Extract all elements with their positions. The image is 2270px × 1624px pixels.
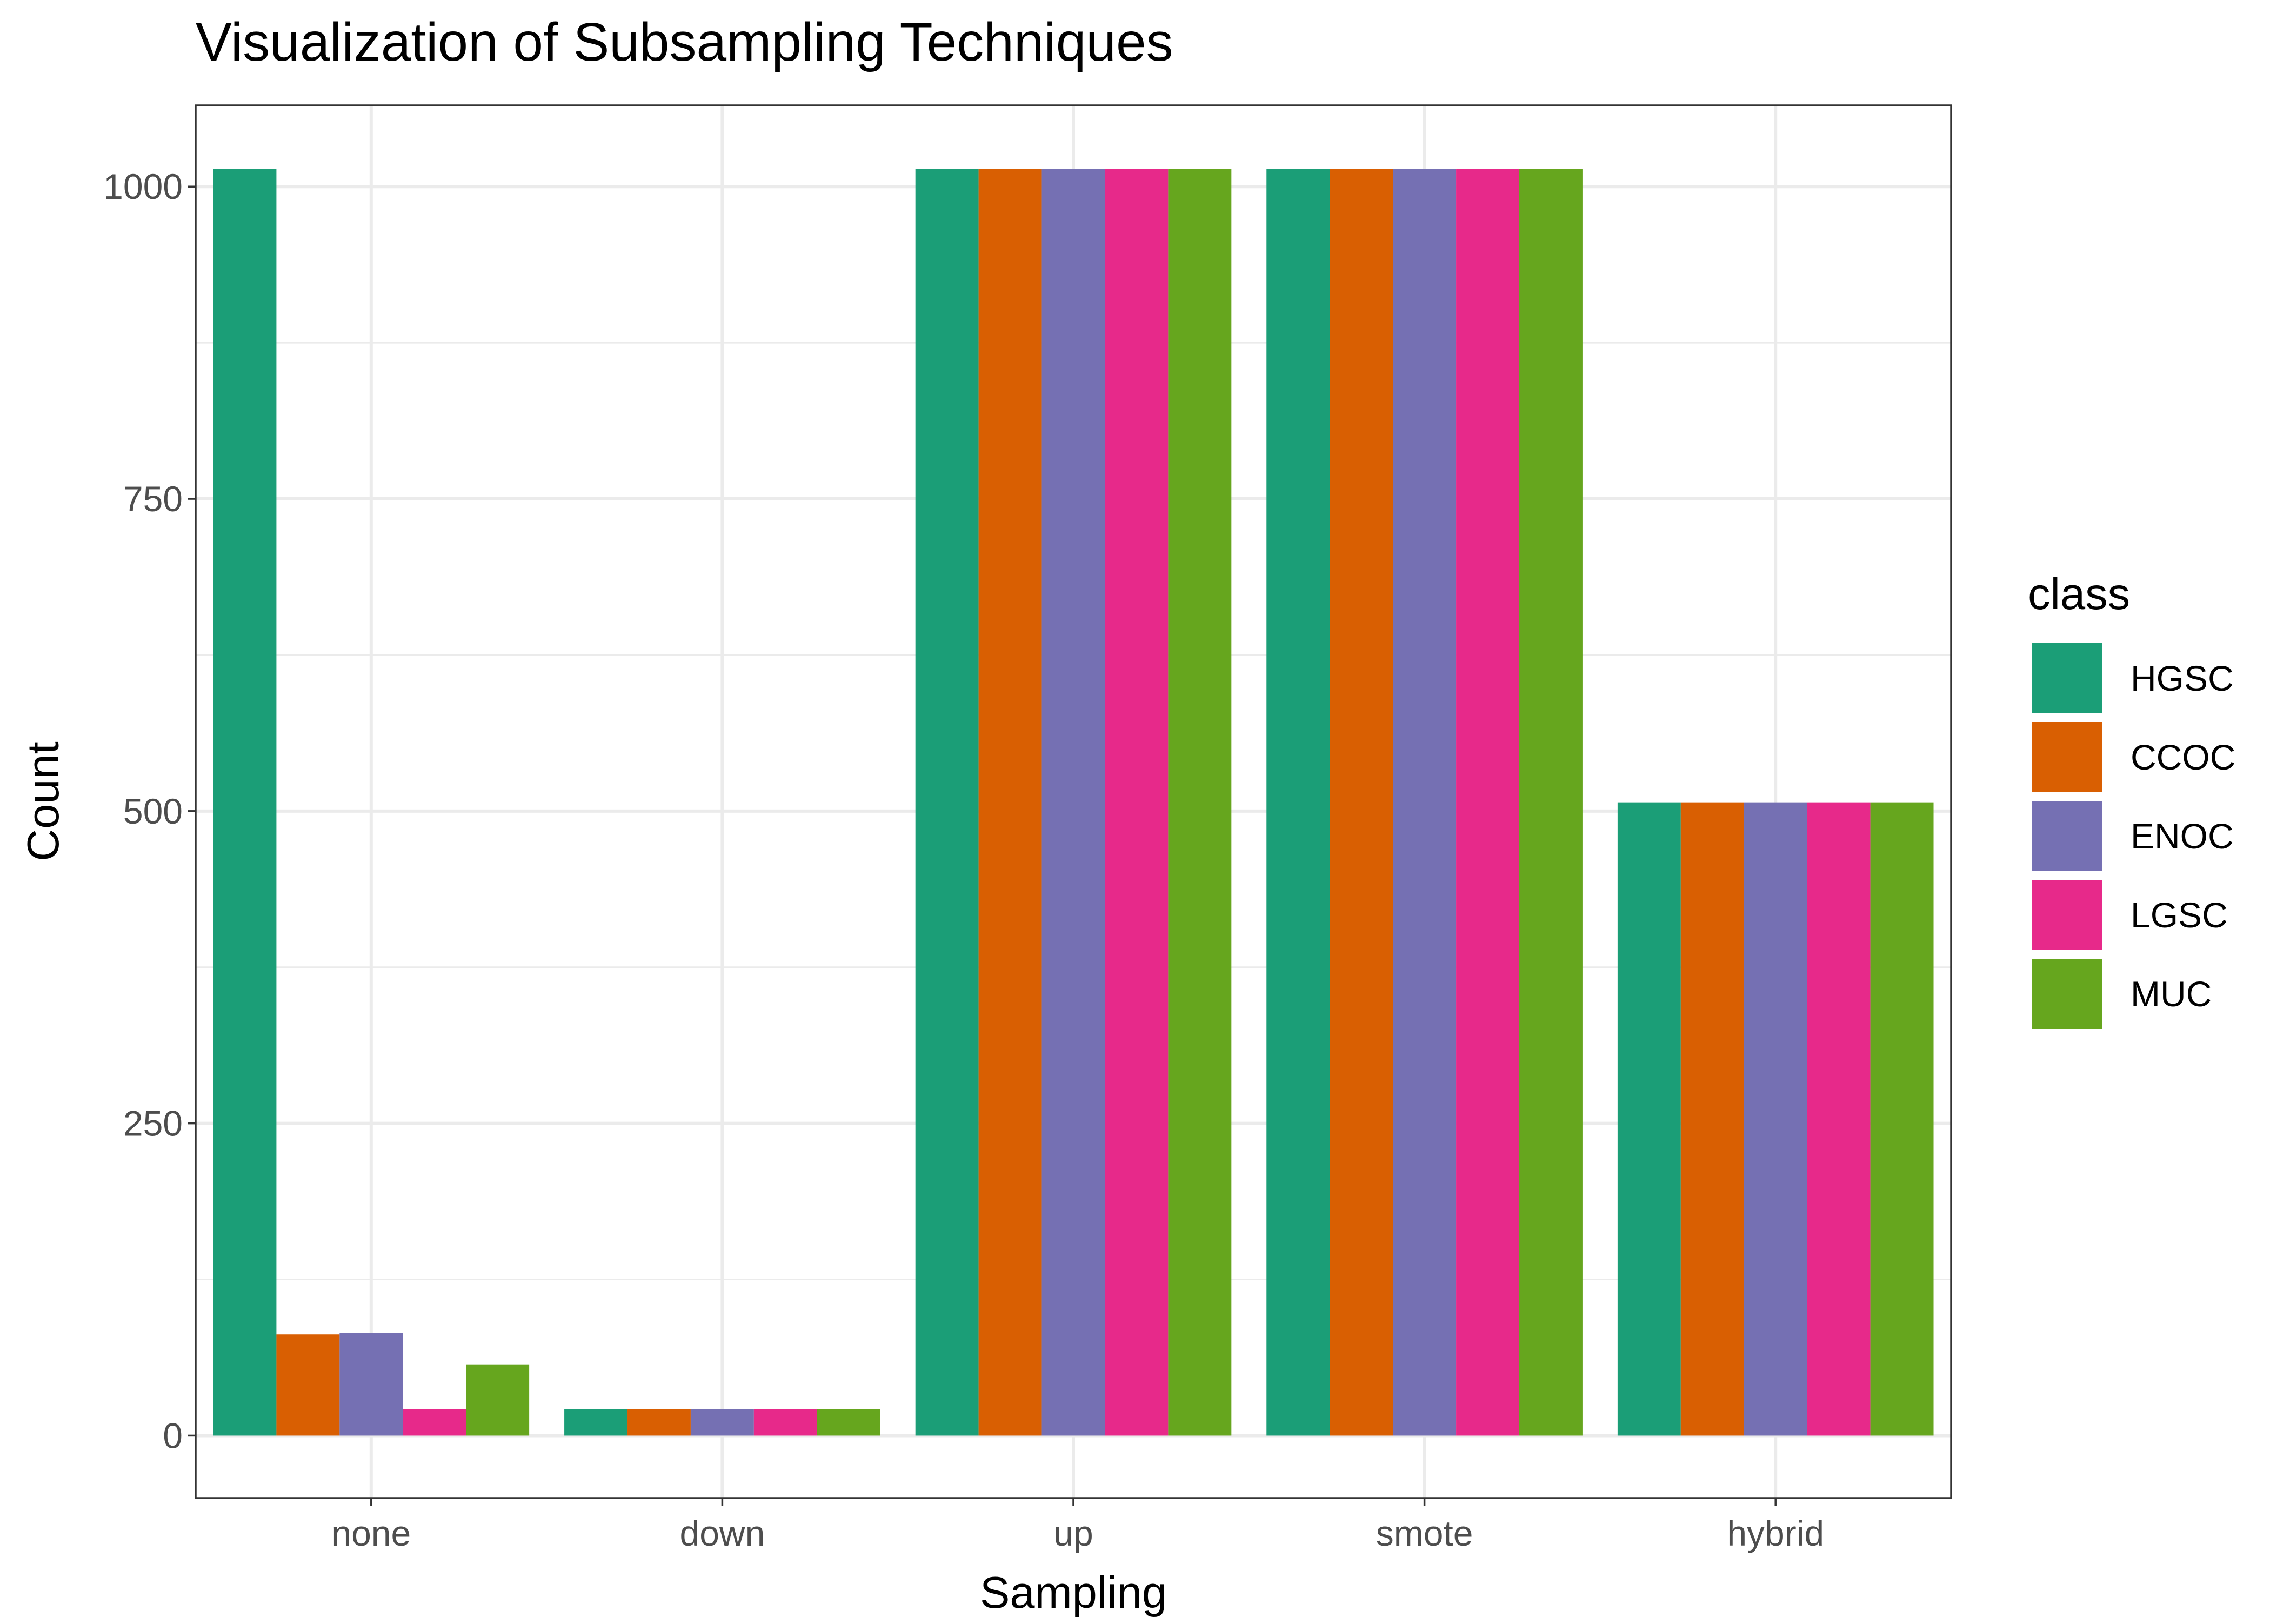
x-tick-label: none xyxy=(331,1513,411,1553)
y-tick-label: 0 xyxy=(163,1415,183,1455)
legend-key-ccoc xyxy=(2032,722,2102,792)
legend-label: LGSC xyxy=(2131,895,2228,935)
x-tick-label: up xyxy=(1053,1513,1093,1553)
bar-enoc-hybrid xyxy=(1744,802,1807,1436)
bar-muc-smote xyxy=(1519,169,1583,1436)
bar-enoc-none xyxy=(339,1333,403,1436)
y-tick-label: 250 xyxy=(123,1104,183,1144)
bar-lgsc-up xyxy=(1105,169,1169,1436)
bar-muc-down xyxy=(817,1409,880,1436)
x-tick-label: down xyxy=(680,1513,765,1553)
axis-layer: 0 250 500 750 1000 none down up smote hybrid xyxy=(103,166,1824,1553)
bar-lgsc-none xyxy=(403,1409,466,1436)
bar-ccoc-smote xyxy=(1330,169,1393,1436)
legend-key-enoc xyxy=(2032,801,2102,871)
bar-ccoc-none xyxy=(276,1334,340,1436)
bar-hgsc-up xyxy=(915,169,979,1436)
x-tick-label: hybrid xyxy=(1727,1513,1824,1553)
legend-label: MUC xyxy=(2131,974,2212,1014)
bar-enoc-down xyxy=(690,1409,754,1436)
chart-title: Visualization of Subsampling Techniques xyxy=(196,12,1173,72)
x-tick-label: smote xyxy=(1376,1513,1473,1553)
bar-lgsc-smote xyxy=(1456,169,1519,1436)
bar-muc-none xyxy=(466,1364,530,1436)
bar-muc-up xyxy=(1168,169,1232,1436)
bars-layer xyxy=(213,169,1934,1436)
legend-label: ENOC xyxy=(2131,816,2234,856)
legend-label: CCOC xyxy=(2131,737,2235,777)
bar-lgsc-hybrid xyxy=(1807,802,1871,1436)
bar-hgsc-none xyxy=(213,169,277,1436)
bar-enoc-smote xyxy=(1393,169,1457,1436)
legend-key-muc xyxy=(2032,959,2102,1029)
bar-lgsc-down xyxy=(753,1409,817,1436)
bar-ccoc-hybrid xyxy=(1680,802,1744,1436)
y-tick-label: 750 xyxy=(123,479,183,519)
legend-label: HGSC xyxy=(2131,658,2234,698)
bar-enoc-up xyxy=(1041,169,1105,1436)
bar-ccoc-up xyxy=(978,169,1042,1436)
bar-hgsc-hybrid xyxy=(1617,802,1681,1436)
bar-muc-hybrid xyxy=(1870,802,1934,1436)
legend-key-lgsc xyxy=(2032,880,2102,950)
x-axis-title: Sampling xyxy=(980,1567,1167,1618)
bar-ccoc-down xyxy=(627,1409,691,1436)
y-axis-title: Count xyxy=(18,741,68,861)
y-tick-label: 500 xyxy=(123,791,183,831)
legend-key-hgsc xyxy=(2032,643,2102,713)
bar-hgsc-smote xyxy=(1266,169,1330,1436)
legend: class HGSC CCOC ENOC LGSC MUC xyxy=(2028,569,2235,1029)
bar-hgsc-down xyxy=(564,1409,628,1436)
legend-title: class xyxy=(2028,569,2130,619)
y-tick-label: 1000 xyxy=(103,166,183,206)
